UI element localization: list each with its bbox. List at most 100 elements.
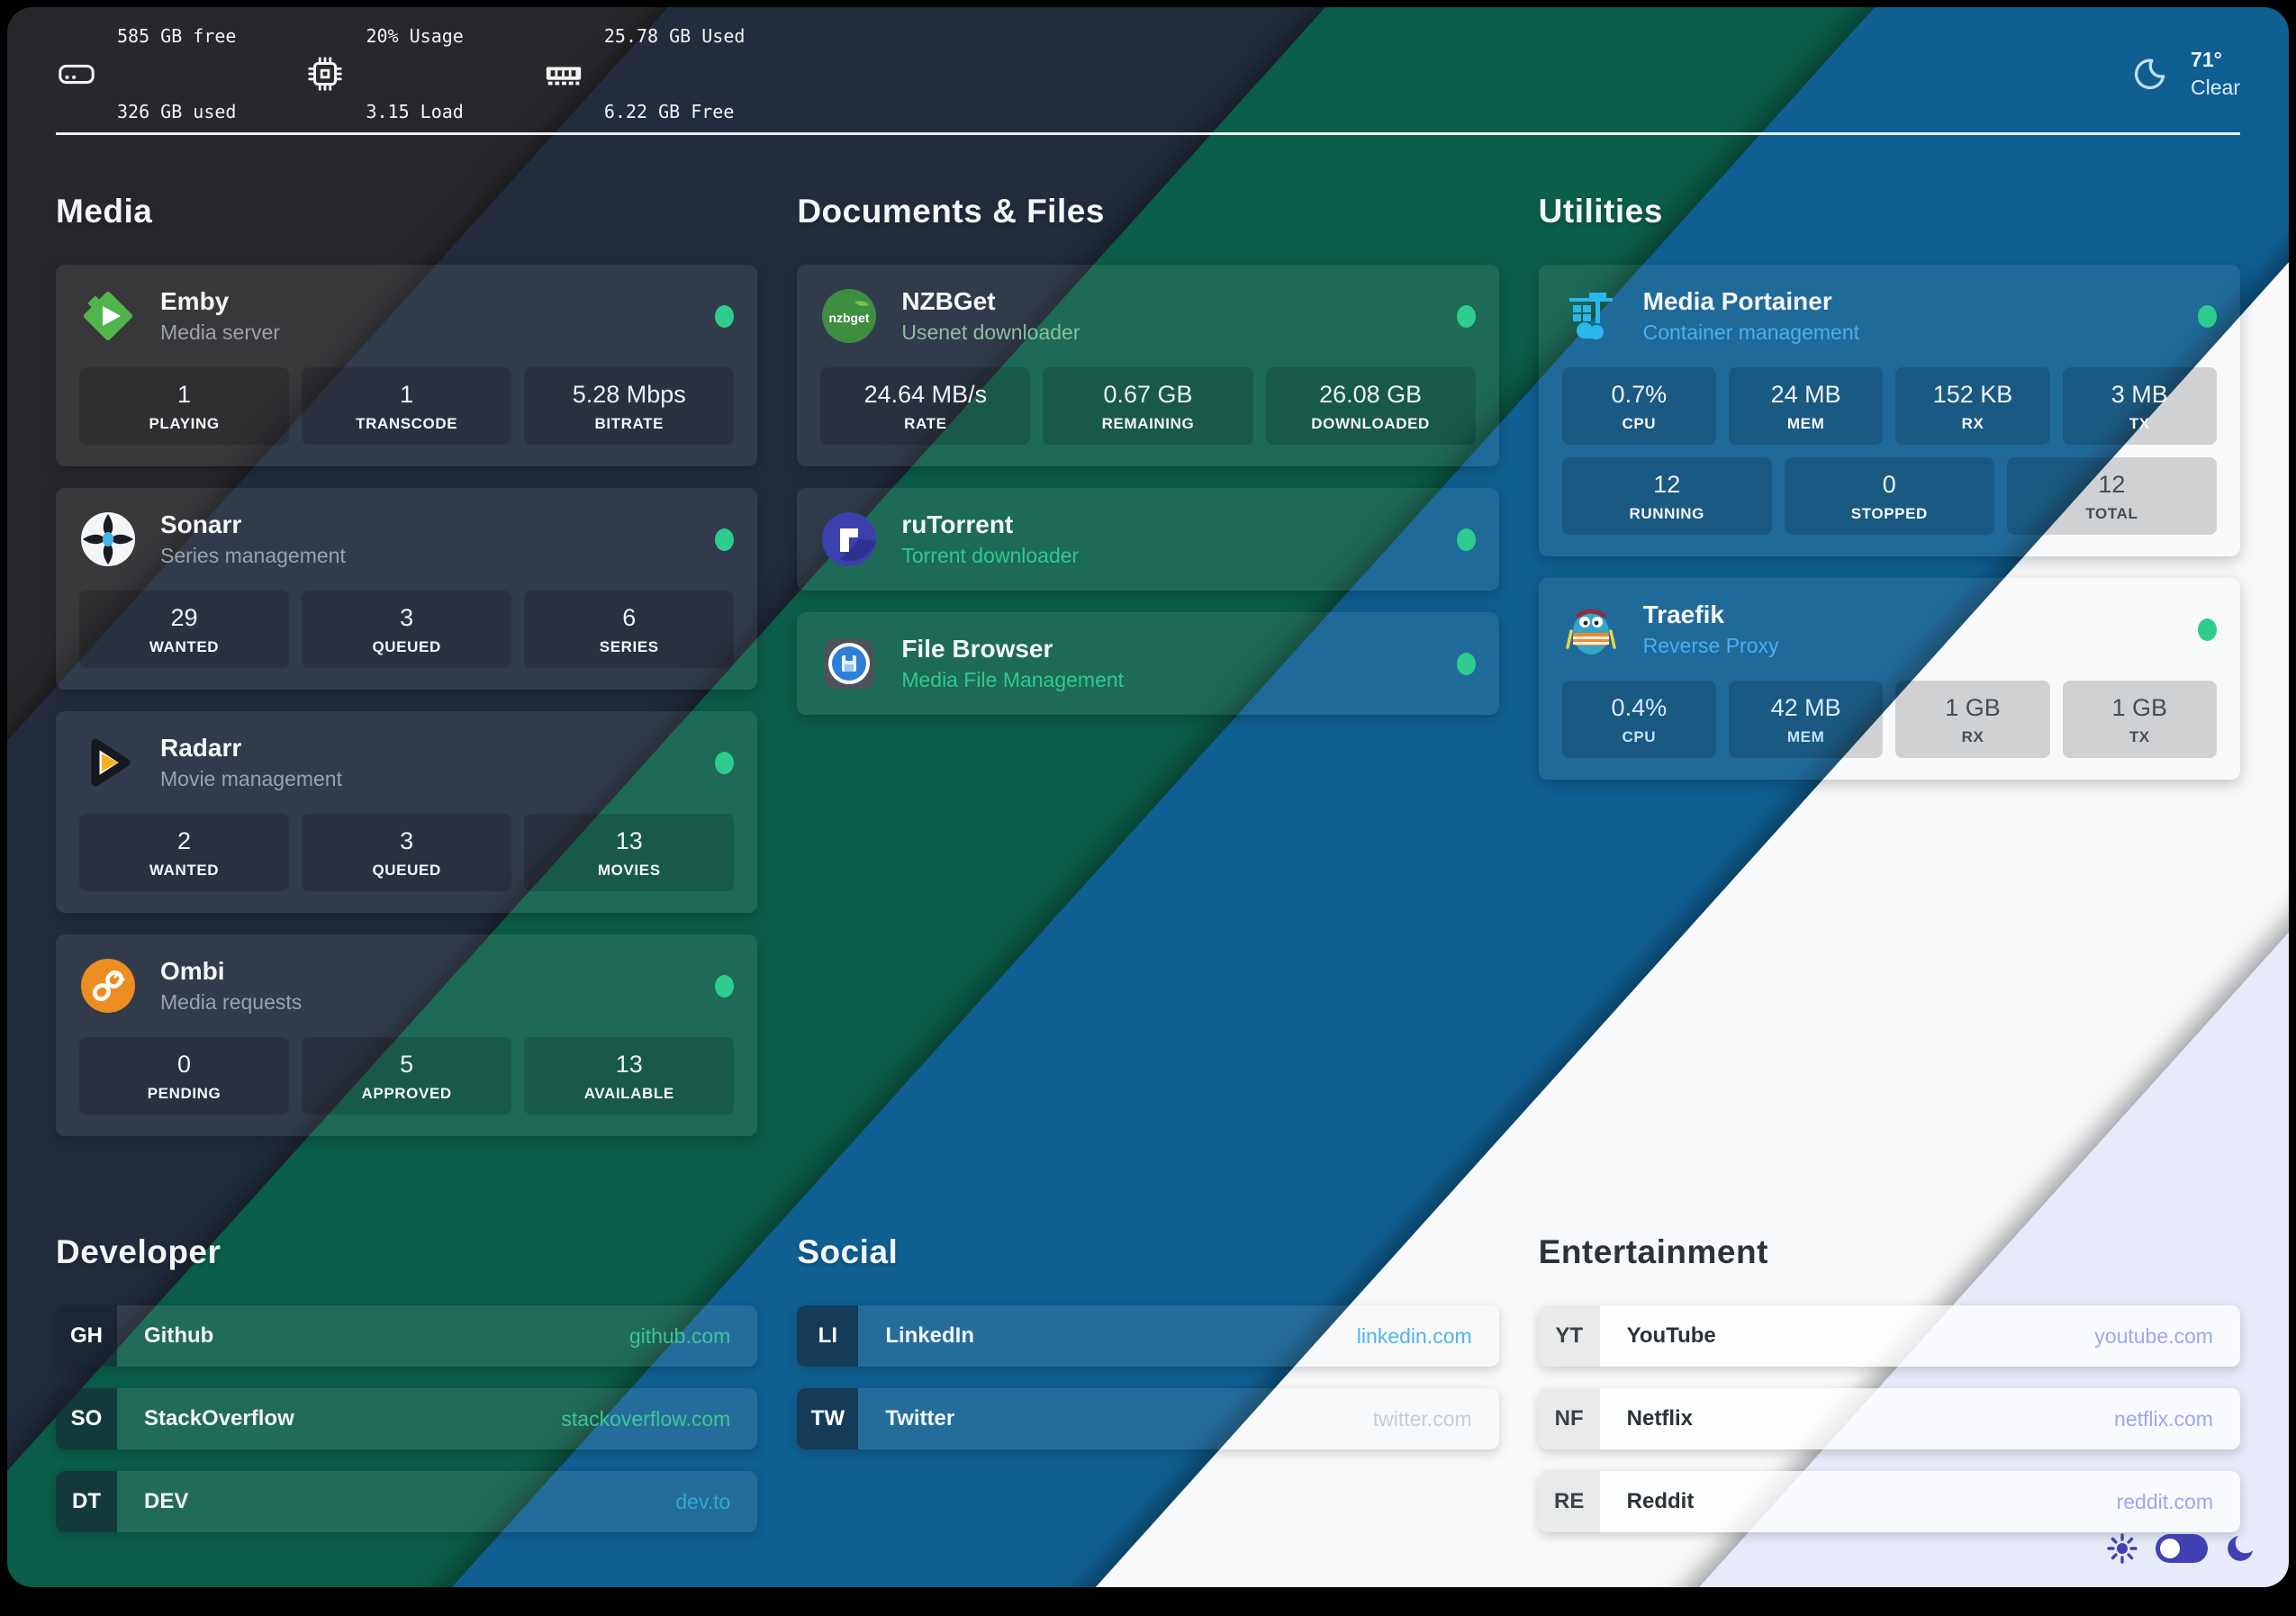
service-card-emby[interactable]: Emby Media server 1 PLAYING 1 TRANSCODE bbox=[56, 265, 758, 466]
stat-pending: 0 PENDING bbox=[79, 1037, 290, 1115]
section-developer: Developer GH Github github.com SO StackO… bbox=[56, 1233, 758, 1554]
stat-rx: 1 GB RX bbox=[1895, 681, 2050, 758]
stat-available: 13 AVAILABLE bbox=[524, 1037, 735, 1115]
disk-used: 326 GB used bbox=[117, 100, 237, 122]
link-abbr: DT bbox=[56, 1471, 117, 1532]
cpu-icon bbox=[308, 56, 343, 91]
section-documents: Documents & Files nzbget NZBGet Usenet d… bbox=[797, 193, 1499, 736]
link-row-dev[interactable]: DT DEV dev.to bbox=[56, 1471, 758, 1532]
service-card-radarr[interactable]: Radarr Movie management 2 WANTED 3 QUEUE… bbox=[56, 711, 758, 913]
radarr-icon bbox=[91, 738, 131, 787]
section-title-documents: Documents & Files bbox=[797, 193, 1105, 230]
link-abbr: SO bbox=[56, 1388, 117, 1449]
stat-mem: 24 MB MEM bbox=[1728, 367, 1884, 445]
service-name: NZBGet bbox=[901, 287, 996, 315]
stat-wanted: 29 WANTED bbox=[79, 591, 290, 668]
stat-tx: 1 GB TX bbox=[2062, 681, 2217, 758]
service-name: Traefik bbox=[1642, 600, 1724, 628]
service-name: Media Portainer bbox=[1642, 287, 1832, 315]
link-abbr: RE bbox=[1538, 1471, 1600, 1532]
service-subtitle: Reverse Proxy bbox=[1642, 634, 1779, 657]
status-dot bbox=[715, 304, 735, 328]
dashboard-page: 585 GB free 326 GB used 20% Usage bbox=[7, 7, 2289, 1587]
moon-clear-icon bbox=[2134, 59, 2165, 89]
service-name: File Browser bbox=[901, 635, 1053, 663]
theme-toggle bbox=[2107, 1533, 2255, 1564]
link-url: dev.to bbox=[675, 1489, 731, 1513]
service-card-nzbget[interactable]: nzbget NZBGet Usenet downloader 24.64 MB… bbox=[797, 265, 1499, 466]
cpu-load-value: 3.15 Load bbox=[366, 100, 464, 122]
svg-text:nzbget: nzbget bbox=[829, 311, 870, 325]
link-row-github[interactable]: GH Github github.com bbox=[56, 1305, 758, 1367]
service-subtitle: Media requests bbox=[160, 990, 303, 1014]
section-social: Social LI LinkedIn linkedin.com TW Twitt… bbox=[797, 1233, 1499, 1471]
section-utilities: Utilities bbox=[1538, 193, 2240, 801]
link-name: LinkedIn bbox=[885, 1323, 974, 1348]
stat-stopped: 0 STOPPED bbox=[1784, 457, 1994, 535]
link-name: YouTube bbox=[1626, 1323, 1716, 1348]
status-dot bbox=[715, 751, 735, 774]
ombi-icon bbox=[81, 959, 135, 1013]
theme-switch[interactable] bbox=[2156, 1534, 2208, 1563]
stat-movies: 13 MOVIES bbox=[524, 814, 735, 891]
service-card-traefik[interactable]: Traefik Reverse Proxy 0.4% CPU 42 MB MEM bbox=[1538, 578, 2240, 780]
weather-condition: Clear bbox=[2191, 75, 2240, 99]
link-url: netflix.com bbox=[2114, 1406, 2213, 1431]
link-row-netflix[interactable]: NF Netflix netflix.com bbox=[1538, 1388, 2240, 1449]
link-abbr: YT bbox=[1538, 1305, 1600, 1367]
stat-tx: 3 MB TX bbox=[2062, 367, 2217, 445]
system-bar: 585 GB free 326 GB used 20% Usage bbox=[56, 7, 2240, 135]
link-name: Reddit bbox=[1626, 1489, 1695, 1513]
service-subtitle: Series management bbox=[160, 544, 346, 567]
status-dot bbox=[715, 528, 735, 551]
section-title-developer: Developer bbox=[56, 1233, 221, 1270]
stat-approved: 5 APPROVED bbox=[302, 1037, 512, 1115]
memory-usage: 25.78 GB Used 6.22 GB Free bbox=[543, 7, 745, 175]
service-subtitle: Media server bbox=[160, 320, 280, 344]
service-subtitle: Container management bbox=[1642, 320, 1860, 344]
stat-queued: 3 QUEUED bbox=[302, 591, 512, 668]
link-name: StackOverflow bbox=[144, 1406, 294, 1431]
service-subtitle: Media File Management bbox=[901, 668, 1125, 691]
status-dot bbox=[1456, 304, 1476, 328]
weather-temperature: 71° bbox=[2191, 47, 2222, 71]
service-name: Ombi bbox=[160, 957, 225, 985]
service-card-portainer[interactable]: Media Portainer Container management 0.7… bbox=[1538, 265, 2240, 556]
link-name: Netflix bbox=[1626, 1406, 1694, 1431]
service-subtitle: Movie management bbox=[160, 767, 342, 790]
stat-transcode: 1 TRANSCODE bbox=[302, 367, 512, 445]
section-title-social: Social bbox=[797, 1233, 899, 1270]
nzbget-icon: nzbget bbox=[822, 289, 877, 343]
service-card-rutorrent[interactable]: ruTorrent Torrent downloader bbox=[797, 488, 1499, 591]
link-url: youtube.com bbox=[2094, 1323, 2213, 1348]
traefik-icon bbox=[1565, 609, 1616, 655]
service-name: Emby bbox=[160, 287, 230, 315]
stat-wanted: 2 WANTED bbox=[79, 814, 290, 891]
link-url: twitter.com bbox=[1372, 1406, 1472, 1431]
stat-cpu: 0.4% CPU bbox=[1561, 681, 1716, 758]
stat-mem: 42 MB MEM bbox=[1728, 681, 1884, 758]
stat-total: 12 TOTAL bbox=[2006, 457, 2217, 535]
status-dot bbox=[2197, 304, 2217, 328]
weather-widget: 71° Clear bbox=[2129, 46, 2240, 102]
link-row-stackoverflow[interactable]: SO StackOverflow stackoverflow.com bbox=[56, 1388, 758, 1449]
stat-cpu: 0.7% CPU bbox=[1561, 367, 1716, 445]
memory-free: 6.22 GB Free bbox=[603, 100, 735, 122]
link-abbr: GH bbox=[56, 1305, 117, 1367]
stat-queued: 3 QUEUED bbox=[302, 814, 512, 891]
link-row-reddit[interactable]: RE Reddit reddit.com bbox=[1538, 1471, 2240, 1532]
section-entertainment: Entertainment YT YouTube youtube.com NF … bbox=[1538, 1233, 2240, 1554]
stat-playing: 1 PLAYING bbox=[79, 367, 290, 445]
link-row-youtube[interactable]: YT YouTube youtube.com bbox=[1538, 1305, 2240, 1367]
service-card-sonarr[interactable]: Sonarr Series management 29 WANTED 3 QUE… bbox=[56, 488, 758, 690]
link-row-linkedin[interactable]: LI LinkedIn linkedin.com bbox=[797, 1305, 1499, 1367]
section-media: Media Emby Media server bbox=[56, 193, 758, 1158]
cpu-usage: 20% Usage 3.15 Load bbox=[304, 7, 474, 175]
link-name: DEV bbox=[144, 1489, 189, 1513]
portainer-icon bbox=[1568, 293, 1613, 339]
service-card-ombi[interactable]: Ombi Media requests 0 PENDING 5 APPROVED bbox=[56, 934, 758, 1136]
link-row-twitter[interactable]: TW Twitter twitter.com bbox=[797, 1388, 1499, 1449]
moon-icon bbox=[2228, 1536, 2253, 1561]
service-card-filebrowser[interactable]: File Browser Media File Management bbox=[797, 612, 1499, 715]
disk-usage: 585 GB free 326 GB used bbox=[56, 7, 236, 175]
